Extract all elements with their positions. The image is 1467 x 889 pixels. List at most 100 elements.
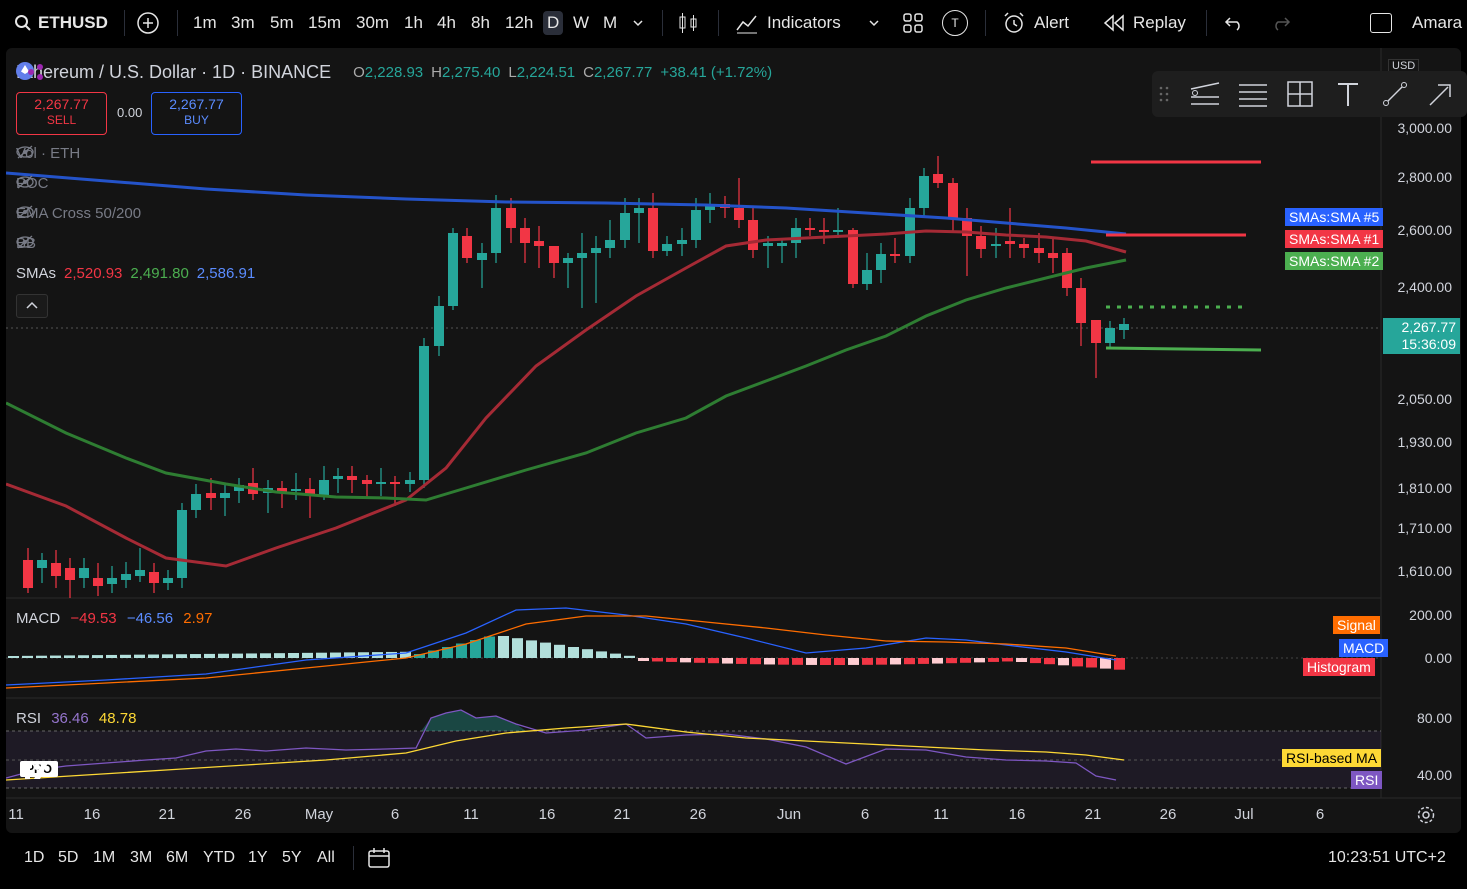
overlay-poc[interactable]: POC [16,175,49,192]
trend-line-tool[interactable] [1188,77,1222,111]
candle-body [705,204,715,210]
fullscreen-button[interactable] [1370,0,1392,46]
macd-histogram-bar [792,658,803,665]
compare-symbols-icon[interactable] [26,62,46,82]
macd-histogram-bar [1016,658,1027,662]
tf-30m[interactable]: 30m [356,13,390,32]
brush-tool[interactable] [1378,77,1412,111]
tf-1h[interactable]: 1h [404,13,423,32]
tf-5m[interactable]: 5m [270,13,294,32]
templates-button[interactable]: T [942,0,968,46]
tf-3m[interactable]: 3m [231,13,255,32]
range-5d[interactable]: 5D [58,849,79,866]
overlay-ema-cross[interactable]: EMA Cross 50/200 [16,205,141,222]
price-tick-label: 2,600.00 [1398,222,1453,238]
candle-body [662,244,672,251]
tf-12h[interactable]: 12h [505,13,534,32]
tf-8h[interactable]: 8h [471,13,490,32]
drag-handle[interactable] [1154,77,1174,111]
price-tick-label: 2,050.00 [1398,391,1453,407]
user-name[interactable]: Amara [1412,13,1463,32]
macd-histogram-bar [512,638,523,658]
support-line[interactable] [1105,346,1262,352]
clock-timezone[interactable]: 10:23:51 UTC+2 [1328,849,1446,866]
candle-body [506,208,516,228]
range-ytd[interactable]: YTD [203,849,235,866]
macd-histogram-bar [162,654,173,658]
range-6m[interactable]: 6M [166,849,189,866]
overlay-vol[interactable]: Vol · ETH [16,145,80,162]
symbol-title[interactable]: Ethereum / U.S. Dollar · 1D · BINANCE [16,62,332,82]
overlay-smas[interactable]: SMAs 2,520.93 2,491.80 2,586.91 [16,265,255,282]
fib-tool[interactable] [1236,77,1270,111]
ohlc-change: +38.41 (+1.72%) [660,64,773,81]
measure-tool[interactable] [1283,77,1317,111]
chart-panel[interactable]: 3,000.00 2,800.00 2,600.00 2,400.00 2,050.00… [6,48,1461,833]
tf-1m[interactable]: 1m [193,13,217,32]
range-5y[interactable]: 5Y [282,849,302,866]
replay-button[interactable]: Replay [1103,0,1186,46]
macd-histogram-bar [204,653,215,658]
timeframe-dropdown[interactable] [632,0,644,46]
range-1m[interactable]: 1M [93,849,116,866]
rsi-line [6,709,1117,781]
overlay-bb[interactable]: BB [16,235,36,252]
collapse-legend-button[interactable] [16,294,48,318]
tf-15m[interactable]: 15m [308,13,342,32]
spread-value: 0.00 [117,105,143,120]
indicators-dropdown[interactable] [868,0,880,46]
price-tick-label: 1,710.00 [1398,520,1453,536]
candle-body [620,213,630,240]
eye-off-icon[interactable] [16,175,34,189]
ohlc-low: 2,224.51 [516,64,576,81]
undo-button[interactable] [1224,0,1244,46]
time-tick-label: 26 [689,806,707,823]
eye-off-icon[interactable] [16,235,34,249]
time-tick-label: 11 [933,806,949,823]
candle-body [1034,248,1044,253]
range-1d[interactable]: 1D [24,849,45,866]
candle-body [93,578,103,586]
sma1-value: 2,520.93 [64,265,123,282]
macd-histogram-bar [918,658,929,664]
symbol-search[interactable]: ETHUSD [14,0,108,46]
indicators-button[interactable]: Indicators [735,0,841,46]
compare-button[interactable] [136,0,160,46]
buy-button[interactable]: 2,267.77 BUY [151,92,242,135]
date-range-button[interactable] [367,838,391,878]
tv-logo-icon [20,763,48,779]
tf-4h[interactable]: 4h [437,13,456,32]
candle-body [419,346,429,480]
macd-histogram-bar [960,658,971,663]
macd-histogram-bar [820,658,831,665]
layouts-button[interactable] [901,0,925,46]
price-axis[interactable]: 3,000.00 2,800.00 2,600.00 2,400.00 2,050.00… [1398,120,1453,783]
sma5-value: 2,586.91 [196,265,256,282]
tf-d[interactable]: D [543,11,564,35]
alert-button[interactable]: Alert [1002,0,1069,46]
chevron-up-icon [26,301,38,309]
eye-off-icon[interactable] [16,145,34,159]
range-all[interactable]: All [317,849,335,866]
eye-off-icon[interactable] [16,205,34,219]
macd-histogram-bar [456,643,467,658]
redo-button[interactable] [1271,0,1291,46]
macd-histogram-bar [624,655,635,658]
chevron-down-icon [633,20,643,27]
arrow-tool[interactable] [1424,77,1458,111]
range-3m[interactable]: 3M [130,849,153,866]
macd-histogram-bar [876,658,887,665]
candle-body [890,254,900,256]
sell-button[interactable]: 2,267.77 SELL [16,92,107,135]
currency-label[interactable]: USD [1388,59,1420,73]
chart-canvas[interactable]: 3,000.00 2,800.00 2,600.00 2,400.00 2,050.00… [6,48,1461,833]
macd-histogram-bar [750,658,761,665]
text-tool[interactable] [1331,77,1365,111]
chart-type-button[interactable] [677,0,699,46]
tf-m[interactable]: M [603,13,618,32]
tf-w[interactable]: W [573,13,590,32]
sell-label: SELL [46,113,77,127]
macd-histogram-bar [288,653,299,658]
range-1y[interactable]: 1Y [248,849,268,866]
